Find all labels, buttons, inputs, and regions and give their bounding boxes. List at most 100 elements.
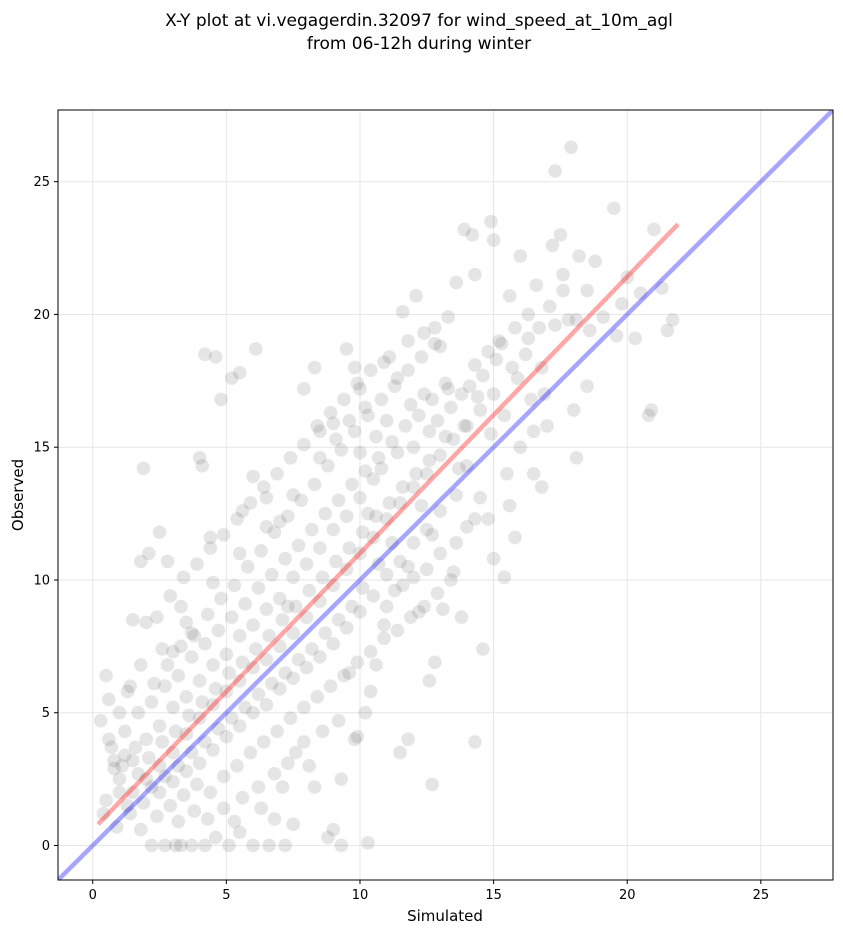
scatter-point [251,581,266,595]
scatter-point [326,522,341,537]
scatter-point [470,389,485,404]
scatter-point [297,735,311,749]
scatter-point [353,445,367,460]
scatter-point [281,509,295,524]
scatter-point [107,761,121,776]
scatter-point [409,466,423,481]
scatter-point [334,772,349,786]
scatter-point [281,599,295,614]
scatter-point [468,267,482,282]
scatter-point [187,628,202,643]
chart-title-line-1: X-Y plot at vi.vegagerdin.32097 for wind… [165,11,673,31]
scatter-point [152,719,167,733]
scatter-point [286,626,300,640]
scatter-point [246,838,260,853]
scatter-point [182,708,196,723]
scatter-point [580,283,594,298]
scatter-point [158,838,172,853]
scatter-point [377,631,391,646]
scatter-point [433,504,447,518]
scatter-point [572,249,586,263]
scatter-point [510,371,525,385]
scatter-point [270,466,284,481]
scatter-point [109,820,124,834]
scatter-point [254,801,268,816]
scatter-point [224,610,239,624]
scatter-point [179,689,194,704]
scatter-point [537,387,552,401]
scatter-point [441,310,455,324]
scatter-point [267,766,282,781]
scatter-point [342,666,357,680]
scatter-point [251,687,266,701]
scatter-point [331,493,346,508]
scatter-point [313,451,327,465]
scatter-point [417,599,431,614]
scatter-point [502,289,517,303]
scatter-point [428,336,442,351]
scatter-point [289,745,303,760]
scatter-point [484,427,498,441]
scatter-point [152,525,167,539]
scatter-point [406,535,421,550]
scatter-point [168,724,183,739]
scatter-point [134,822,148,837]
scatter-point [184,745,199,760]
scatter-point [323,679,338,693]
scatter-point [136,796,151,810]
identity-line [58,110,833,880]
scatter-point [465,227,480,242]
scatter-point [329,432,343,447]
scatter-point [278,551,292,566]
scatter-point [430,413,445,428]
scatter-point [566,403,581,417]
scatter-point [264,567,279,582]
scatter-point [206,575,220,590]
scatter-point [513,440,528,455]
scatter-point [369,658,383,672]
scatter-point [184,838,199,853]
scatter-point [203,541,218,555]
scatter-point [230,512,244,526]
scatter-point [481,512,496,526]
scatter-point [452,461,466,476]
scatter-point [107,753,121,768]
scatter-point [163,798,178,813]
scatter-point [208,830,223,845]
scatter-point [655,281,669,295]
scatter-point [166,745,180,760]
scatter-point [553,227,568,242]
scatter-point [246,469,260,484]
scatter-point [393,554,407,569]
scatter-point [371,557,386,571]
scatter-point [414,498,429,513]
scatter-point [134,658,148,672]
scatter-point [596,310,610,324]
scatter-point [382,350,397,364]
scatter-point [318,626,333,640]
scatter-point [473,403,488,417]
scatter-point [232,825,247,840]
scatter-point [227,578,242,593]
scatter-point [628,331,643,346]
scatter-point [171,814,186,829]
scatter-point [377,618,391,632]
scatter-point [190,557,204,571]
scatter-point [179,727,194,741]
scatter-point [361,408,375,423]
scatter-point [150,610,164,624]
scatter-point [355,581,370,595]
scatter-point [192,674,207,688]
scatter-point [152,785,167,800]
x-axis-ticks: 0 5 10 15 20 25 [89,880,769,903]
scatter-point [449,488,463,502]
scatter-point [101,692,116,707]
reference-lines [58,110,833,880]
scatter-point [262,838,276,853]
scatter-point [454,610,469,624]
scatter-point [219,647,234,662]
scatter-point [190,777,204,792]
scatter-point [99,668,113,683]
scatter-point [542,299,557,314]
scatter-point [526,466,541,481]
